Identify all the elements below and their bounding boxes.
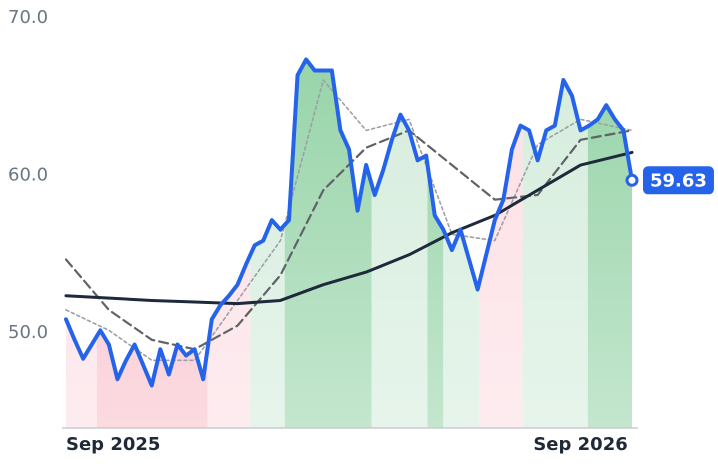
line-dotted (65, 79, 633, 362)
x-tick-label: Sep 2025 (66, 434, 160, 455)
last-point (625, 173, 639, 187)
y-tick-label: 50.0 (8, 322, 48, 343)
y-tick-label: 60.0 (8, 164, 48, 185)
last-value-label: 59.63 (650, 170, 707, 191)
line-solid (64, 150, 634, 306)
line-price (64, 57, 634, 388)
last-value-badge (643, 166, 714, 195)
y-tick-label: 70.0 (8, 7, 48, 28)
zone-fade (66, 59, 632, 428)
x-tick-label: Sep 2026 (533, 434, 627, 455)
